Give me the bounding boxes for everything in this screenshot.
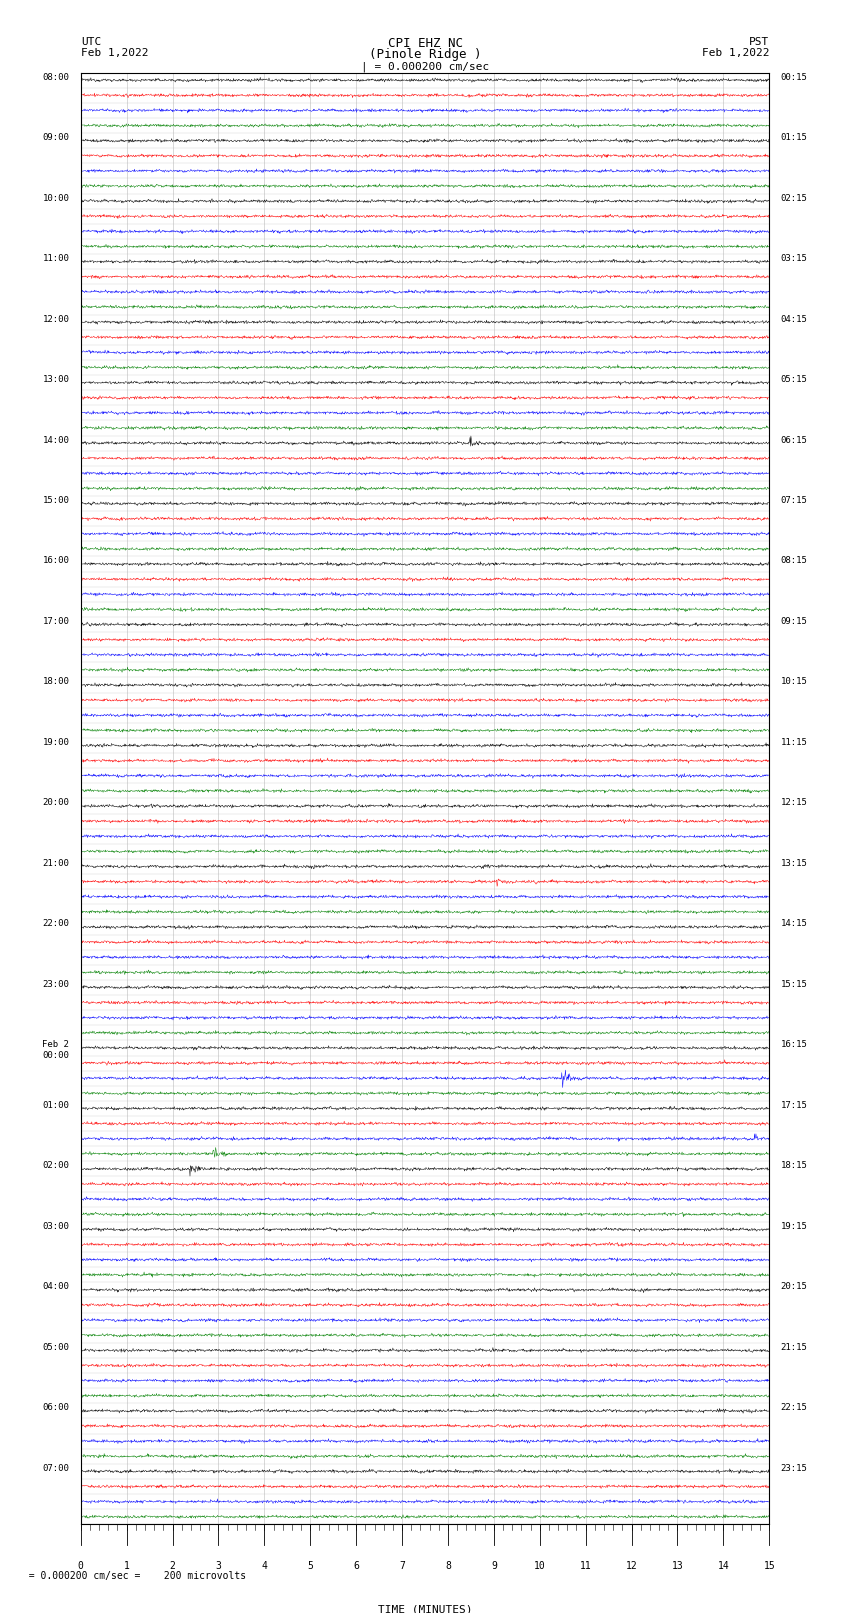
- Text: 00:15: 00:15: [780, 73, 808, 82]
- Text: Feb 1,2022: Feb 1,2022: [702, 48, 769, 58]
- Text: 06:00: 06:00: [42, 1403, 70, 1413]
- Text: 22:15: 22:15: [780, 1403, 808, 1413]
- Text: 11: 11: [580, 1561, 592, 1571]
- Text: 02:15: 02:15: [780, 194, 808, 203]
- Text: TIME (MINUTES): TIME (MINUTES): [377, 1603, 473, 1613]
- Text: 21:15: 21:15: [780, 1342, 808, 1352]
- Text: 18:15: 18:15: [780, 1161, 808, 1171]
- Text: 10:00: 10:00: [42, 194, 70, 203]
- Text: 15:00: 15:00: [42, 497, 70, 505]
- Text: 20:00: 20:00: [42, 798, 70, 808]
- Text: 13:15: 13:15: [780, 858, 808, 868]
- Text: 18:00: 18:00: [42, 677, 70, 687]
- Text: 6: 6: [354, 1561, 359, 1571]
- Text: 05:00: 05:00: [42, 1342, 70, 1352]
- Text: PST: PST: [749, 37, 769, 47]
- Text: 16:00: 16:00: [42, 556, 70, 566]
- Text: 04:15: 04:15: [780, 315, 808, 324]
- Text: 9: 9: [491, 1561, 496, 1571]
- Text: 12:15: 12:15: [780, 798, 808, 808]
- Text: 09:15: 09:15: [780, 618, 808, 626]
- Text: 11:00: 11:00: [42, 255, 70, 263]
- Text: 5: 5: [308, 1561, 313, 1571]
- Text: 01:00: 01:00: [42, 1102, 70, 1110]
- Text: 4: 4: [262, 1561, 267, 1571]
- Text: 20:15: 20:15: [780, 1282, 808, 1292]
- Text: Feb 2
00:00: Feb 2 00:00: [42, 1040, 70, 1060]
- Text: 15:15: 15:15: [780, 981, 808, 989]
- Text: 12: 12: [626, 1561, 638, 1571]
- Text: 1: 1: [124, 1561, 129, 1571]
- Text: 11:15: 11:15: [780, 739, 808, 747]
- Text: 22:00: 22:00: [42, 919, 70, 929]
- Text: 23:00: 23:00: [42, 981, 70, 989]
- Text: = 0.000200 cm/sec =    200 microvolts: = 0.000200 cm/sec = 200 microvolts: [17, 1571, 246, 1581]
- Text: 2: 2: [170, 1561, 175, 1571]
- Text: 19:00: 19:00: [42, 739, 70, 747]
- Text: 13:00: 13:00: [42, 376, 70, 384]
- Text: 14:15: 14:15: [780, 919, 808, 929]
- Text: 14: 14: [717, 1561, 729, 1571]
- Text: 10:15: 10:15: [780, 677, 808, 687]
- Text: 04:00: 04:00: [42, 1282, 70, 1292]
- Text: 05:15: 05:15: [780, 376, 808, 384]
- Text: 03:00: 03:00: [42, 1223, 70, 1231]
- Text: 07:00: 07:00: [42, 1465, 70, 1473]
- Text: Feb 1,2022: Feb 1,2022: [81, 48, 148, 58]
- Text: 7: 7: [400, 1561, 405, 1571]
- Text: 01:15: 01:15: [780, 134, 808, 142]
- Text: 08:15: 08:15: [780, 556, 808, 566]
- Text: 17:15: 17:15: [780, 1102, 808, 1110]
- Text: 08:00: 08:00: [42, 73, 70, 82]
- Text: 21:00: 21:00: [42, 858, 70, 868]
- Text: | = 0.000200 cm/sec: | = 0.000200 cm/sec: [361, 61, 489, 73]
- Text: 10: 10: [534, 1561, 546, 1571]
- Text: 16:15: 16:15: [780, 1040, 808, 1050]
- Text: 3: 3: [216, 1561, 221, 1571]
- Text: 15: 15: [763, 1561, 775, 1571]
- Text: UTC: UTC: [81, 37, 101, 47]
- Text: 12:00: 12:00: [42, 315, 70, 324]
- Text: 07:15: 07:15: [780, 497, 808, 505]
- Text: 0: 0: [78, 1561, 83, 1571]
- Text: 8: 8: [445, 1561, 451, 1571]
- Text: 23:15: 23:15: [780, 1465, 808, 1473]
- Text: 06:15: 06:15: [780, 436, 808, 445]
- Text: 14:00: 14:00: [42, 436, 70, 445]
- Text: 09:00: 09:00: [42, 134, 70, 142]
- Text: 17:00: 17:00: [42, 618, 70, 626]
- Text: 03:15: 03:15: [780, 255, 808, 263]
- Text: (Pinole Ridge ): (Pinole Ridge ): [369, 48, 481, 61]
- Text: CPI EHZ NC: CPI EHZ NC: [388, 37, 462, 50]
- Text: 02:00: 02:00: [42, 1161, 70, 1171]
- Text: 13: 13: [672, 1561, 683, 1571]
- Text: 19:15: 19:15: [780, 1223, 808, 1231]
